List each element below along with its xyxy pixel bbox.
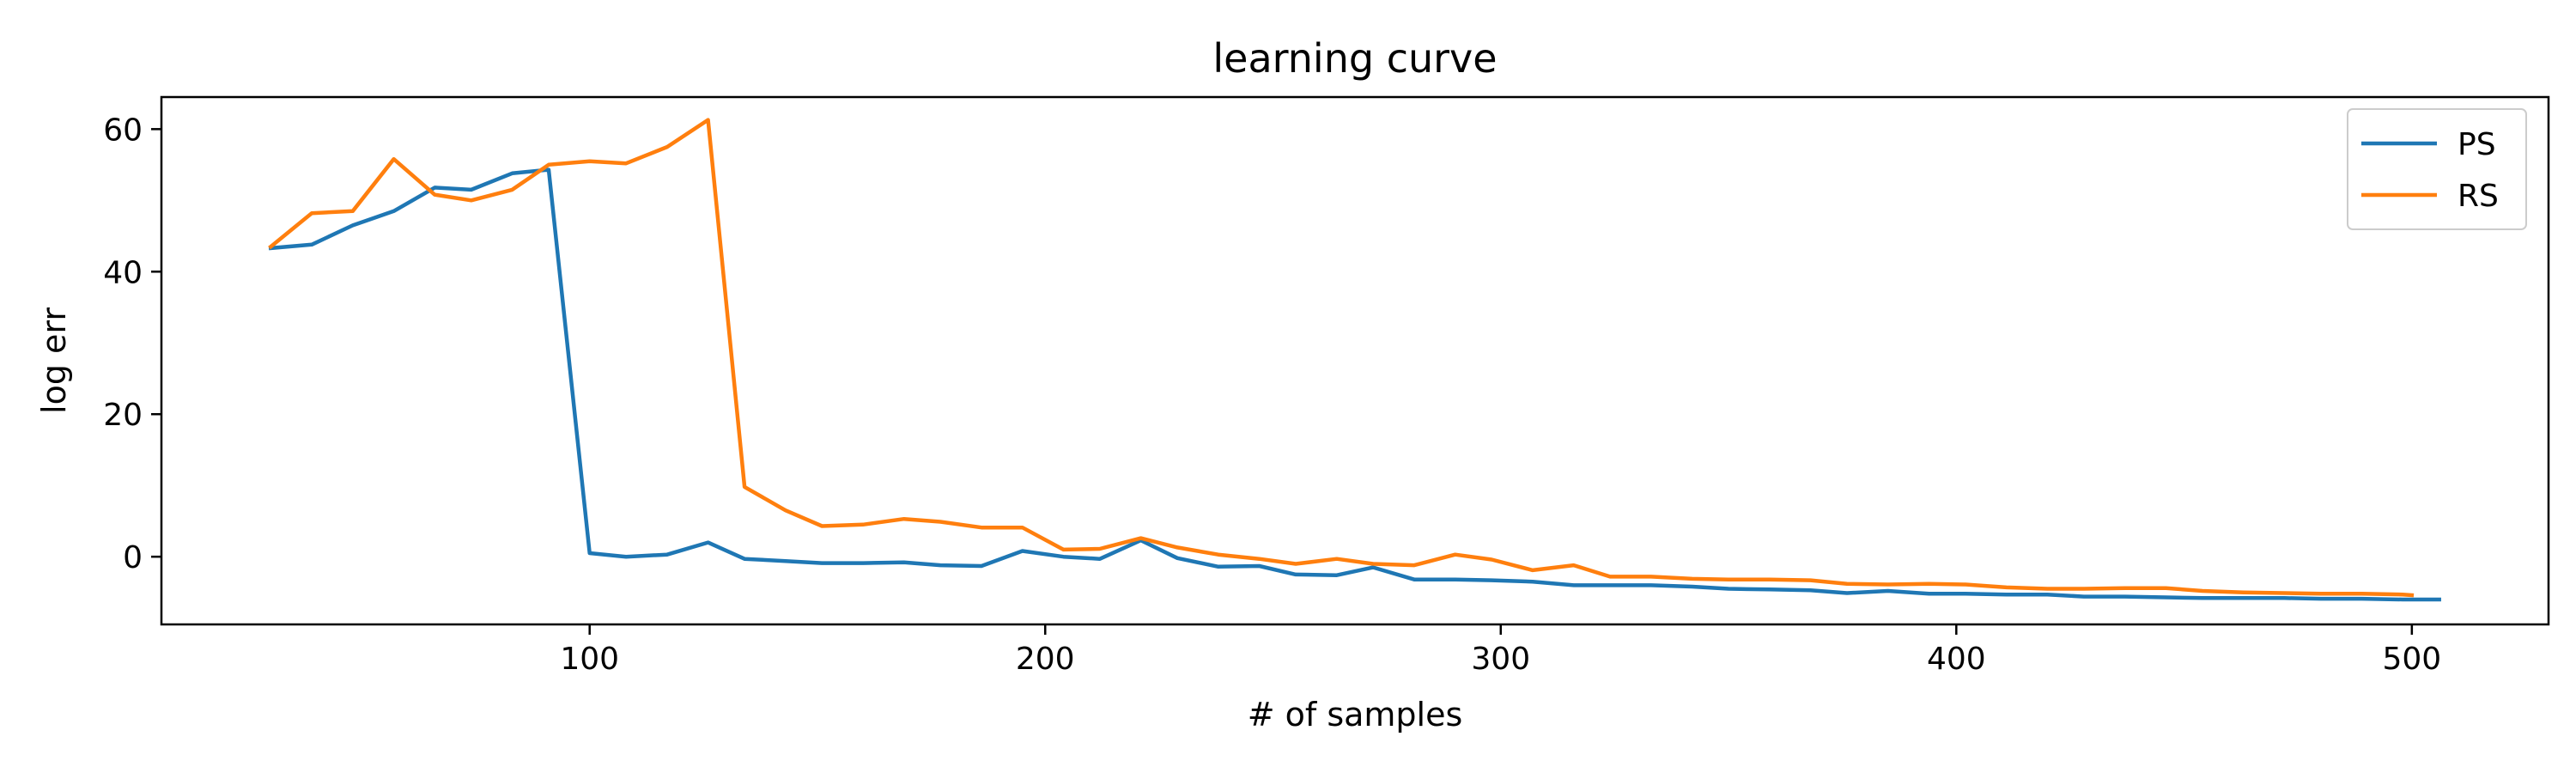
plot-lines xyxy=(268,118,2441,602)
x-tick-label: 500 xyxy=(2382,642,2441,677)
x-tick-label: 300 xyxy=(1471,642,1530,677)
y-axis-ticks: 0 20 40 60 xyxy=(103,113,161,575)
y-tick-label: 20 xyxy=(103,398,143,433)
y-tick-label: 0 xyxy=(123,540,143,575)
x-tick-label: 100 xyxy=(560,642,619,677)
series-line-ps xyxy=(268,167,2441,602)
x-axis-ticks: 100 200 300 400 500 xyxy=(560,624,2441,677)
legend-box xyxy=(2347,108,2527,230)
x-axis-label: # of samples xyxy=(1248,696,1463,733)
y-tick-label: 60 xyxy=(103,113,143,148)
chart-title: learning curve xyxy=(1212,35,1497,82)
plot-area-frame xyxy=(160,95,2550,626)
legend: PS RS xyxy=(2347,108,2527,230)
y-axis-label: log err xyxy=(35,307,73,414)
x-tick-label: 400 xyxy=(1927,642,1986,677)
legend-label-ps: PS xyxy=(2458,127,2496,162)
legend-label-rs: RS xyxy=(2458,179,2499,214)
x-tick-label: 200 xyxy=(1016,642,1075,677)
series-line-rs xyxy=(268,118,2415,598)
y-tick-label: 40 xyxy=(103,255,143,290)
